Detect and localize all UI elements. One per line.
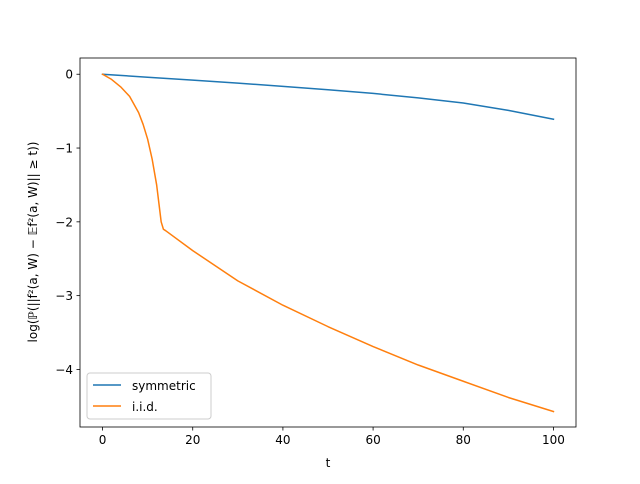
x-tick-label: 0 xyxy=(99,433,107,447)
y-axis-ticks: 0 −1 −2 −3 −4 xyxy=(55,68,80,377)
legend: symmetric i.i.d. xyxy=(86,372,212,420)
plot-area xyxy=(101,73,555,413)
x-tick-label: 100 xyxy=(542,433,565,447)
legend-label-symmetric: symmetric xyxy=(132,379,196,393)
y-tick-label: −3 xyxy=(55,289,73,303)
x-axis-ticks: 0 20 40 60 80 100 xyxy=(99,427,565,447)
x-tick-label: 60 xyxy=(365,433,380,447)
y-tick-label: −1 xyxy=(55,142,73,156)
y-tick-label: −4 xyxy=(55,363,73,377)
y-axis-label: log(ℙ(||f²(a, W) − 𝔼f²(a, W)|| ≥ t)) xyxy=(26,142,40,343)
y-tick-label: 0 xyxy=(65,68,73,82)
axes xyxy=(79,57,577,428)
x-tick-label: 40 xyxy=(275,433,290,447)
series-line-symmetric xyxy=(101,73,555,121)
x-axis-label: t xyxy=(326,456,331,470)
x-tick-label: 80 xyxy=(456,433,471,447)
series-line-i-i-d xyxy=(101,73,555,413)
y-tick-label: −2 xyxy=(55,215,73,229)
legend-label-iid: i.i.d. xyxy=(132,400,158,414)
axes-frame xyxy=(79,57,577,428)
x-tick-label: 20 xyxy=(185,433,200,447)
